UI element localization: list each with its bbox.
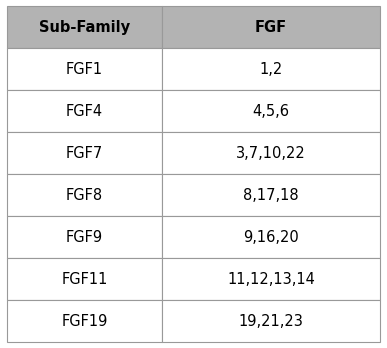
Text: FGF1: FGF1 [66, 62, 103, 77]
Bar [7, 216, 162, 258]
Text: FGF11: FGF11 [61, 271, 108, 286]
Bar [7, 6, 162, 48]
Bar [162, 258, 380, 300]
Bar [7, 300, 162, 342]
Bar [7, 174, 162, 216]
Text: FGF4: FGF4 [66, 103, 103, 119]
Bar [162, 132, 380, 174]
Text: FGF8: FGF8 [66, 188, 103, 203]
Bar [162, 6, 380, 48]
Text: FGF19: FGF19 [61, 314, 108, 329]
Bar [7, 48, 162, 90]
Bar [162, 174, 380, 216]
Bar [162, 90, 380, 132]
Text: 1,2: 1,2 [259, 62, 283, 77]
Text: Sub-Family: Sub-Family [39, 19, 130, 34]
Text: 3,7,10,22: 3,7,10,22 [236, 145, 306, 160]
Text: 4,5,6: 4,5,6 [252, 103, 289, 119]
Text: FGF9: FGF9 [66, 229, 103, 245]
Text: FGF: FGF [255, 19, 287, 34]
Bar [162, 300, 380, 342]
Bar [7, 90, 162, 132]
Text: FGF7: FGF7 [66, 145, 103, 160]
Text: 9,16,20: 9,16,20 [243, 229, 299, 245]
Text: 11,12,13,14: 11,12,13,14 [227, 271, 315, 286]
Bar [162, 216, 380, 258]
Bar [7, 258, 162, 300]
Text: 8,17,18: 8,17,18 [243, 188, 299, 203]
Bar [162, 48, 380, 90]
Text: 19,21,23: 19,21,23 [238, 314, 303, 329]
Bar [7, 132, 162, 174]
